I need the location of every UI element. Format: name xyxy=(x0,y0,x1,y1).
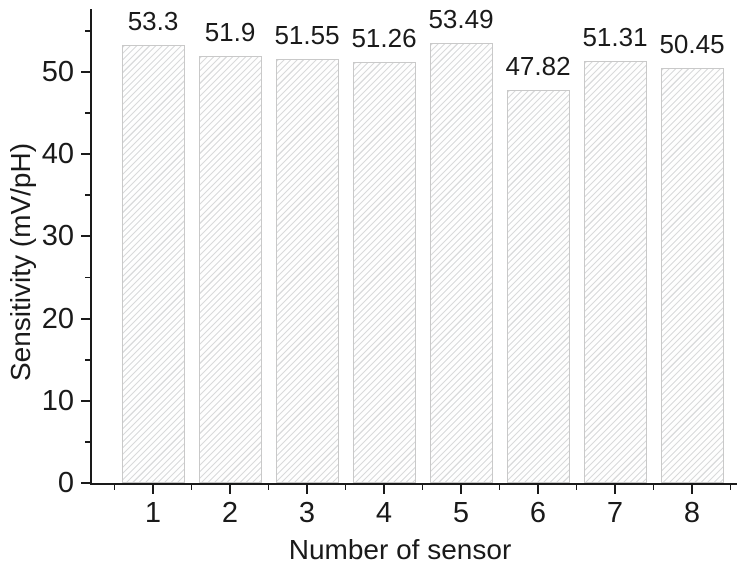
x-tick-label: 6 xyxy=(529,497,547,529)
x-minor-tick xyxy=(652,485,655,490)
y-tick-label: 50 xyxy=(41,56,74,88)
x-minor-tick xyxy=(267,485,270,490)
bar[interactable] xyxy=(506,89,570,483)
x-minor-tick xyxy=(729,485,732,490)
x-tick-label: 7 xyxy=(606,497,624,529)
bar[interactable] xyxy=(121,44,185,483)
y-tick-label: 20 xyxy=(41,302,74,335)
y-minor-tick xyxy=(85,441,90,443)
bar[interactable] xyxy=(275,59,339,483)
x-major-tick xyxy=(151,485,155,494)
x-tick-label: 1 xyxy=(144,497,162,529)
bar-value-label: 50.45 xyxy=(659,29,725,60)
y-minor-tick xyxy=(85,358,90,361)
x-minor-tick xyxy=(344,485,347,490)
bar-value-label: 53.3 xyxy=(127,5,179,36)
bar-value-label: 53.49 xyxy=(428,4,494,35)
bar-value-label: 51.31 xyxy=(582,22,648,53)
x-minor-tick xyxy=(190,485,193,490)
bar[interactable] xyxy=(583,61,647,483)
y-minor-tick xyxy=(85,276,90,279)
bar-value-label: 47.82 xyxy=(505,50,571,81)
y-minor-tick xyxy=(85,30,90,32)
bar[interactable] xyxy=(660,68,724,483)
y-minor-tick xyxy=(85,112,90,114)
x-tick-label: 3 xyxy=(298,497,316,529)
bar[interactable] xyxy=(429,43,493,483)
x-major-tick xyxy=(305,485,309,494)
x-tick-label: 4 xyxy=(375,497,393,529)
y-major-tick xyxy=(81,70,90,74)
x-major-tick xyxy=(536,485,540,494)
y-tick-label: 30 xyxy=(41,220,74,253)
x-tick-label: 2 xyxy=(221,497,239,529)
x-axis-title: Number of sensor xyxy=(288,534,512,565)
x-minor-tick xyxy=(498,485,501,490)
y-tick-label: 0 xyxy=(57,467,74,499)
bar[interactable] xyxy=(352,61,416,483)
x-major-tick xyxy=(382,485,386,494)
y-axis-title: Sensitivity (mV/pH) xyxy=(5,142,36,382)
y-major-tick xyxy=(81,317,90,320)
y-major-tick xyxy=(81,235,90,238)
y-major-tick xyxy=(81,399,90,402)
x-tick-label: 5 xyxy=(452,497,470,529)
y-major-tick xyxy=(81,153,90,156)
bar-value-label: 51.9 xyxy=(204,17,256,48)
x-major-tick xyxy=(613,485,617,494)
y-tick-label: 10 xyxy=(41,384,74,417)
x-minor-tick xyxy=(421,485,424,490)
y-minor-tick xyxy=(85,194,90,197)
bar-value-label: 51.55 xyxy=(274,20,340,51)
x-tick-label: 8 xyxy=(683,497,701,529)
bar[interactable] xyxy=(198,56,262,483)
bar-value-label: 51.26 xyxy=(351,22,417,53)
y-major-tick xyxy=(81,481,90,485)
x-axis xyxy=(90,483,737,486)
x-minor-tick xyxy=(113,485,116,490)
y-tick-label: 40 xyxy=(41,138,74,171)
x-major-tick xyxy=(228,485,232,494)
x-major-tick xyxy=(690,485,694,494)
y-axis xyxy=(90,9,93,485)
x-major-tick xyxy=(459,485,463,494)
x-minor-tick xyxy=(575,485,578,490)
